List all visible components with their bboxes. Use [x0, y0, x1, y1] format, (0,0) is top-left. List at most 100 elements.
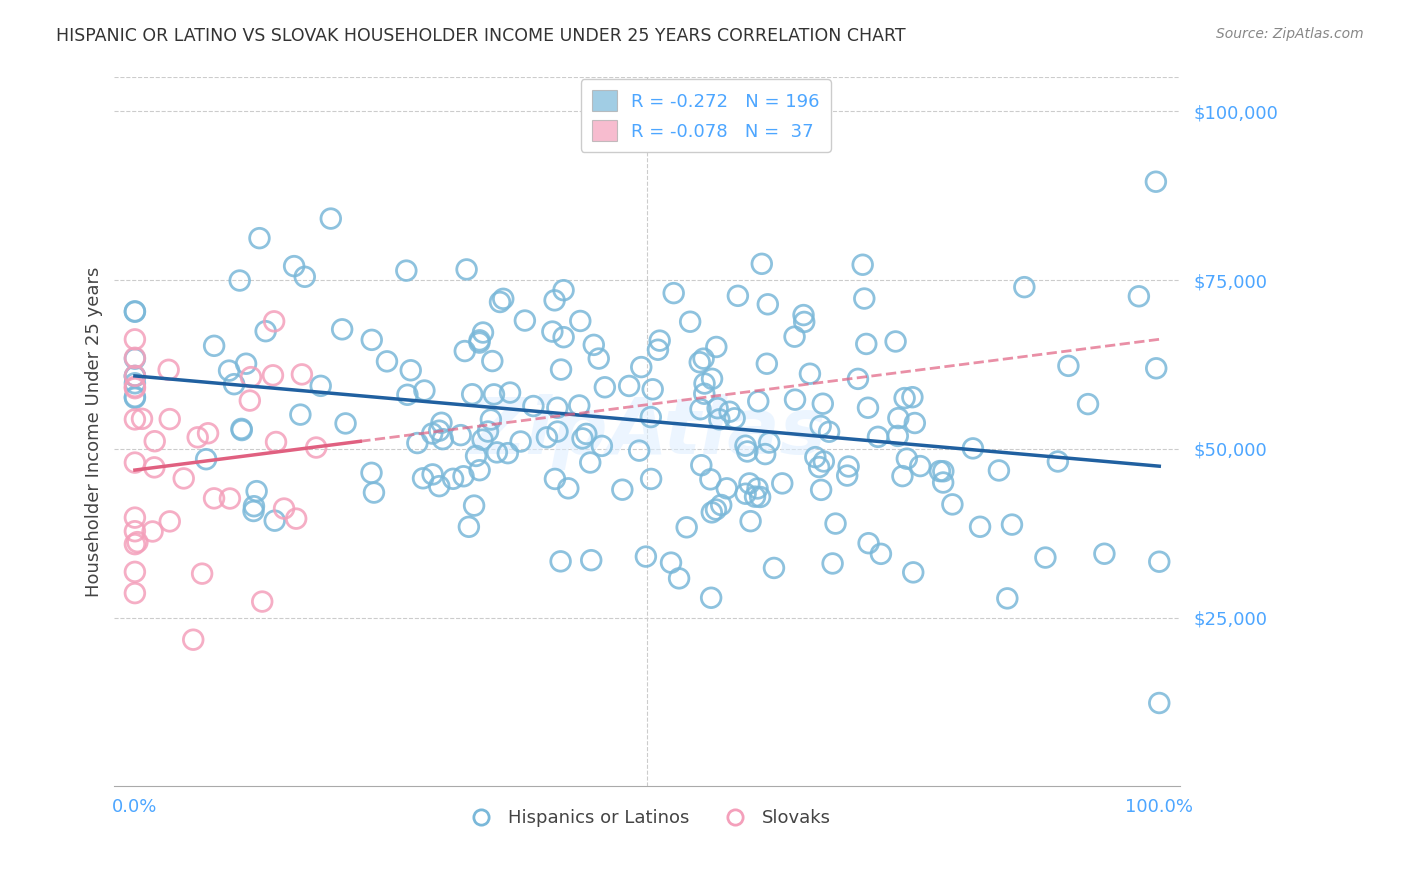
Point — [821, 557, 844, 571]
Point — [124, 510, 146, 524]
Point — [575, 426, 598, 441]
Point — [124, 381, 146, 395]
Point — [239, 370, 262, 384]
Point — [544, 472, 567, 486]
Point — [704, 340, 727, 354]
Point — [891, 469, 914, 483]
Point — [360, 333, 382, 347]
Point — [630, 360, 652, 375]
Point — [893, 391, 915, 405]
Point — [124, 524, 146, 539]
Point — [131, 412, 153, 426]
Point — [690, 458, 713, 473]
Point — [330, 322, 353, 336]
Point — [264, 435, 287, 450]
Point — [706, 401, 728, 416]
Point — [254, 324, 277, 338]
Point — [762, 561, 785, 575]
Point — [749, 490, 772, 504]
Point — [441, 472, 464, 486]
Point — [751, 257, 773, 271]
Point — [124, 351, 146, 366]
Point — [291, 368, 314, 382]
Point — [454, 344, 477, 359]
Point — [124, 332, 146, 346]
Point — [659, 556, 682, 570]
Point — [396, 388, 419, 402]
Point — [932, 475, 955, 490]
Point — [744, 490, 766, 504]
Point — [124, 586, 146, 600]
Point — [159, 412, 181, 426]
Point — [499, 385, 522, 400]
Point — [543, 293, 565, 308]
Point — [143, 434, 166, 449]
Point — [1149, 555, 1171, 569]
Point — [124, 565, 146, 579]
Text: HISPANIC OR LATINO VS SLOVAK HOUSEHOLDER INCOME UNDER 25 YEARS CORRELATION CHART: HISPANIC OR LATINO VS SLOVAK HOUSEHOLDER… — [56, 27, 905, 45]
Point — [648, 334, 671, 348]
Point — [482, 387, 505, 401]
Point — [450, 428, 472, 442]
Point — [294, 269, 316, 284]
Point — [870, 547, 893, 561]
Point — [808, 460, 831, 475]
Point — [536, 430, 558, 444]
Point — [1077, 397, 1099, 411]
Point — [124, 369, 146, 384]
Point — [420, 426, 443, 441]
Point — [195, 452, 218, 467]
Point — [157, 363, 180, 377]
Point — [375, 354, 398, 368]
Point — [159, 515, 181, 529]
Point — [202, 339, 225, 353]
Point — [273, 501, 295, 516]
Point — [235, 357, 257, 371]
Point — [756, 297, 779, 311]
Point — [929, 464, 952, 478]
Point — [846, 372, 869, 386]
Point — [263, 514, 285, 528]
Point — [262, 368, 284, 383]
Point — [263, 314, 285, 328]
Point — [553, 330, 575, 344]
Point — [309, 379, 332, 393]
Point — [1035, 550, 1057, 565]
Point — [692, 351, 714, 366]
Point — [896, 451, 918, 466]
Point — [734, 487, 756, 501]
Point — [319, 211, 342, 226]
Point — [465, 449, 488, 463]
Point — [853, 292, 876, 306]
Point — [432, 432, 454, 446]
Point — [468, 335, 491, 350]
Point — [738, 476, 761, 491]
Point — [219, 491, 242, 506]
Point — [904, 416, 927, 430]
Point — [485, 445, 508, 459]
Point — [191, 566, 214, 581]
Point — [1144, 175, 1167, 189]
Point — [335, 417, 357, 431]
Point — [541, 325, 564, 339]
Point — [811, 397, 834, 411]
Point — [471, 433, 494, 447]
Point — [679, 315, 702, 329]
Point — [675, 520, 697, 534]
Point — [668, 571, 690, 585]
Point — [571, 431, 593, 445]
Point — [818, 425, 841, 439]
Point — [427, 424, 450, 438]
Point — [700, 372, 723, 386]
Point — [932, 464, 955, 478]
Point — [699, 472, 721, 486]
Point — [582, 338, 605, 352]
Point — [647, 343, 669, 357]
Point — [837, 468, 859, 483]
Point — [724, 411, 747, 425]
Point — [453, 469, 475, 483]
Point — [173, 471, 195, 485]
Point — [231, 422, 253, 436]
Point — [799, 367, 821, 381]
Point — [1046, 454, 1069, 468]
